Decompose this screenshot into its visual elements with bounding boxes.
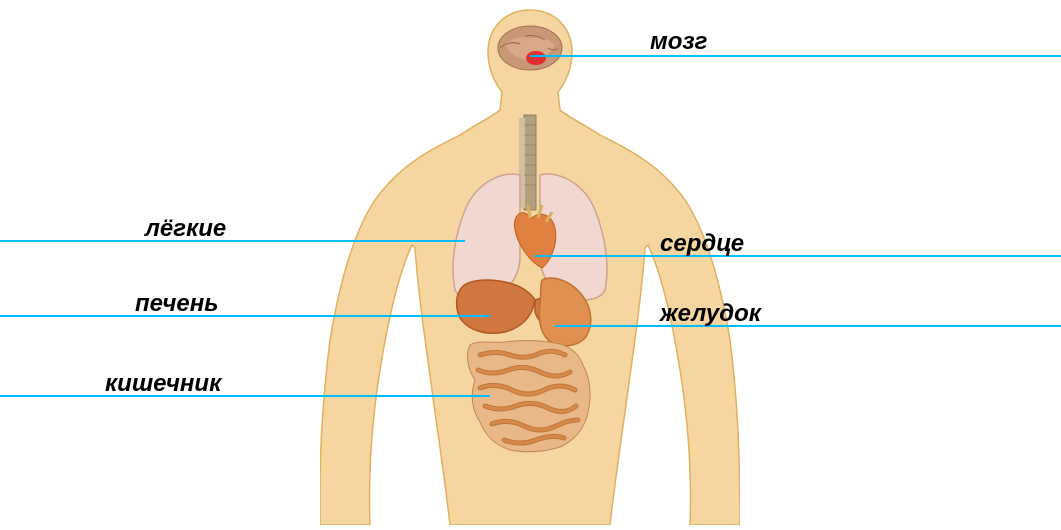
brain-organ [498,26,562,70]
trachea [519,115,536,210]
leader-line-intestines [0,395,490,397]
leader-line-lungs [0,240,465,242]
label-lungs: лёгкие [145,215,226,243]
label-intestines: кишечник [105,370,221,398]
human-body-figure [320,0,740,525]
anatomy-diagram: лёгкие печень кишечник мозг сердце желуд… [0,0,1061,525]
label-liver: печень [135,290,219,318]
leader-line-liver [0,315,490,317]
leader-line-heart [535,255,1061,257]
label-heart: сердце [660,230,744,258]
label-brain: мозг [650,28,707,56]
label-stomach: желудок [660,300,761,328]
leader-line-brain [530,55,1061,57]
leader-line-stomach [555,325,1061,327]
